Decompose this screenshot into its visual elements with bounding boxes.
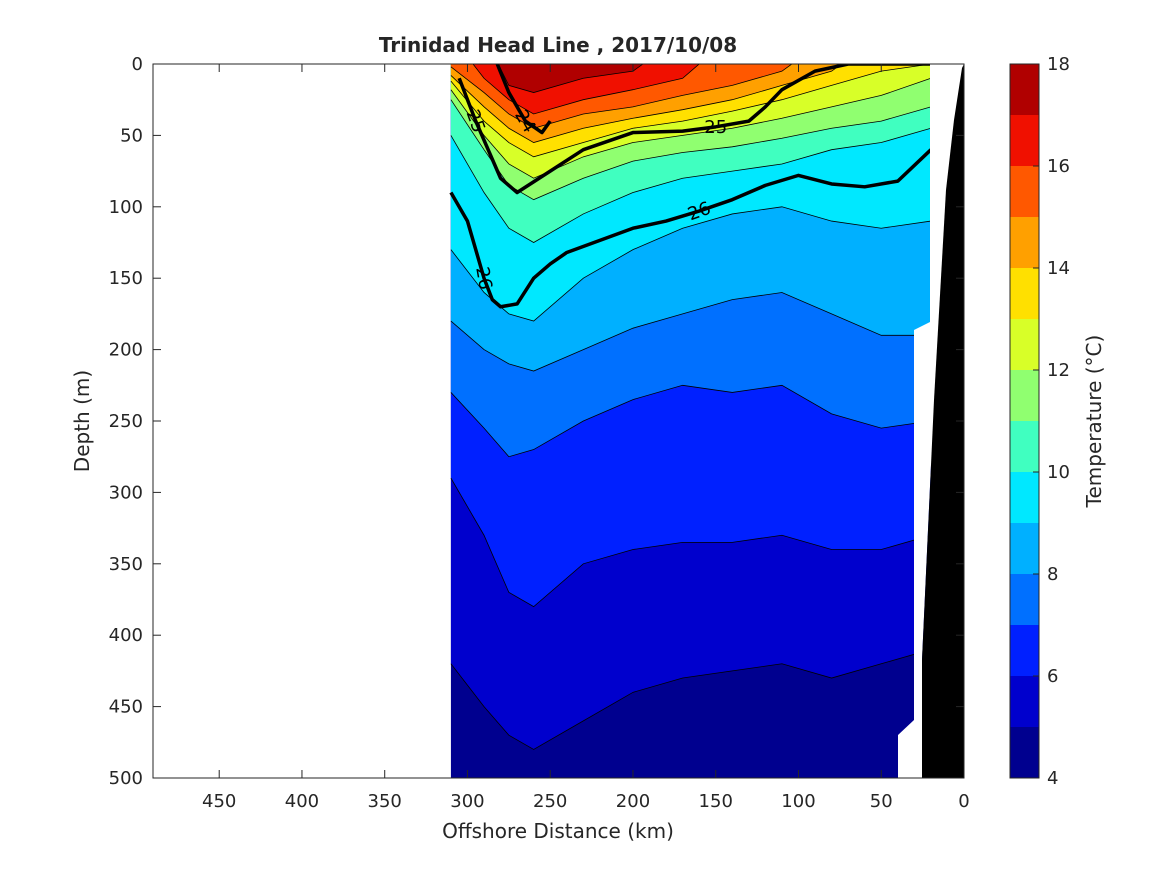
colorbar-swatch [1010,268,1039,319]
x-tick-label: 350 [368,791,402,812]
y-tick-label: 0 [132,54,143,75]
isotherm-8 [450,292,931,372]
x-tick-label: 300 [450,791,484,812]
density-contour-24 [495,64,552,135]
x-tick-label: 250 [533,791,567,812]
y-tick-label: 300 [109,482,143,503]
seafloor-shelf [922,64,964,778]
colorbar-swatch [1010,472,1039,523]
colorbar-label: Temperature (°C) [1082,335,1106,509]
colorbar-tick-label: 4 [1047,768,1058,789]
isotherm-15 [450,64,793,129]
isotherm-12 [450,77,932,179]
density-contour-25 [457,64,931,195]
density-contours [449,64,933,309]
temperature-field [450,64,931,778]
x-tick-label: 100 [781,791,815,812]
x-tick-label: 450 [202,791,236,812]
y-tick-label: 400 [109,625,143,646]
colorbar-swatch [1010,625,1039,676]
y-tick-label: 50 [120,125,143,146]
y-tick-label: 500 [109,768,143,789]
isotherm-13 [450,64,931,158]
y-tick-label: 150 [109,268,143,289]
y-tick-label: 350 [109,554,143,575]
colorbar-tick-label: 12 [1047,360,1070,381]
isotherm-9 [450,206,931,322]
isotherm-6 [450,477,932,608]
colorbar-swatch [1010,727,1039,778]
colorbar-tick-label: 10 [1047,462,1070,483]
isotherm-17 [497,64,644,93]
x-tick-label: 0 [958,791,969,812]
thin-isotherms [450,64,932,750]
colorbar-tick-label: 14 [1047,258,1070,279]
x-axis-label: Offshore Distance (km) [442,819,674,843]
colorbar-swatch [1010,676,1039,727]
colorbar-swatch [1010,319,1039,370]
y-tick-label: 100 [109,197,143,218]
colorbar-tick-label: 6 [1047,666,1058,687]
colorbar-swatch [1010,166,1039,217]
isotherm-5 [450,649,932,750]
colorbar-swatch [1010,115,1039,166]
colorbar-tick-label: 8 [1047,564,1058,585]
x-tick-label: 400 [285,791,319,812]
density-contour-26 [449,148,933,309]
x-tick-label: 150 [699,791,733,812]
colorbar: 4 6 8 10 12 14 16 18 [1009,54,1070,789]
y-tick-label: 200 [109,340,143,361]
y-axis-ticks: 0 50 100 150 200 250 300 350 400 450 500 [109,54,964,789]
contour-label-26: 26 [471,265,496,291]
x-axis-ticks: 450 400 350 300 250 200 150 100 50 0 [202,64,970,812]
contour-label-25: 25 [704,117,727,138]
y-axis-label: Depth (m) [70,370,94,472]
y-tick-label: 250 [109,411,143,432]
colorbar-tick-label: 18 [1047,54,1070,75]
chart-title: Trinidad Head Line , 2017/10/08 [379,33,737,57]
isotherm-10 [450,127,932,243]
isotherm-7 [450,384,931,458]
colorbar-swatch [1010,574,1039,625]
isotherm-16 [472,64,700,115]
colorbar-swatch [1010,523,1039,574]
y-tick-label: 450 [109,697,143,718]
colorbar-tick-label: 16 [1047,156,1070,177]
x-tick-label: 50 [870,791,893,812]
x-tick-label: 200 [616,791,650,812]
colorbar-frame [1009,63,1040,779]
colorbar-swatch [1010,64,1039,115]
colorbar-swatch [1010,217,1039,268]
temp-band-17 [498,64,643,93]
colorbar-swatch [1010,421,1039,472]
colorbar-swatch [1010,370,1039,421]
no-data-sliver [898,64,964,778]
no-data-region [898,64,964,778]
isotherm-11 [450,99,932,201]
